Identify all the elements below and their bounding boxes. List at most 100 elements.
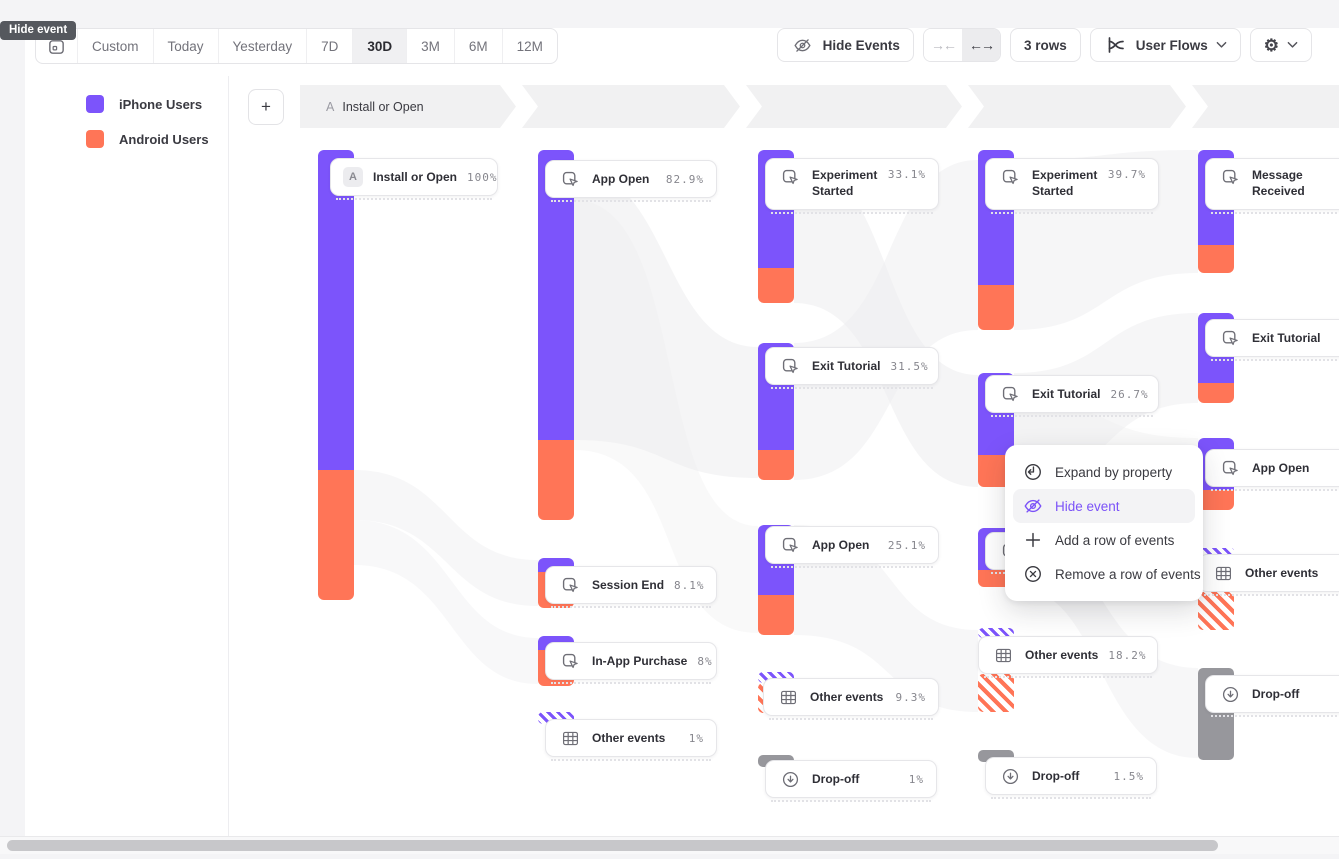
flow-node-percent: 8% [697,654,713,668]
flow-step-band-2[interactable] [522,85,740,128]
rows-button[interactable]: 3 rows [1009,28,1081,62]
expand-icon [1023,462,1043,482]
flow-step-band-3[interactable] [746,85,962,128]
flow-node-card[interactable]: App Open 82.9% [545,160,717,202]
flow-node-label: Drop-off [812,772,860,786]
flow-node-card[interactable]: App Open [1205,449,1339,491]
flow-node-card[interactable]: Experiment Started 39.7% [985,158,1159,214]
flow-node-label: App Open [812,538,870,552]
chevron-down-icon [1216,41,1227,49]
drop-off-icon [1218,685,1242,704]
menu-item-label: Hide event [1055,498,1120,514]
flow-node-card[interactable]: A Install or Open 100% [330,158,498,200]
flow-node-label: Other events [1245,566,1319,580]
flow-node-label: Drop-off [1252,687,1300,701]
flow-node-card[interactable]: Experiment Started 33.1% [765,158,939,214]
flow-node-card[interactable]: Drop-off [1205,675,1339,717]
flow-bar-segment[interactable] [538,440,574,520]
flow-node-card[interactable]: Message Received [1205,158,1339,214]
range-yesterday[interactable]: Yesterday [219,29,308,63]
flow-bar-segment-hatched[interactable] [978,628,1014,638]
flow-node-card[interactable]: Drop-off 1.5% [985,757,1157,799]
flow-node-card[interactable]: Drop-off 1% [765,760,937,802]
flow-node-card[interactable]: Other events 9.3% [763,678,939,720]
flow-node-label: App Open [1252,461,1310,475]
flow-bar-segment-hatched[interactable] [1198,548,1234,554]
settings-dropdown[interactable]: ⚙ [1249,28,1312,62]
breadcrumb-label: Install or Open [342,99,424,114]
toolbar-right: Hide Events →← ←→ 3 rows User Flows ⚙ [776,28,1312,62]
flow-node-card[interactable]: Other events 1% [545,719,717,761]
flow-node-card[interactable]: Session End 8.1% [545,566,717,608]
breadcrumb-badge: A [326,99,335,114]
flow-node-card[interactable]: Other events 18.2% [978,636,1158,678]
expand-columns-button[interactable]: ←→ [961,29,1000,61]
flow-bar-segment[interactable] [978,285,1014,330]
menu-item-expand-by-property[interactable]: Expand by property [1013,455,1195,489]
flow-bar-segment[interactable] [318,150,354,470]
flow-node-percent: 1% [688,731,704,745]
flow-bar-segment-hatched[interactable] [758,672,794,683]
flow-node-label: Drop-off [1032,769,1080,783]
collapse-columns-button[interactable]: →← [923,29,962,61]
event-icon [1218,168,1242,187]
flow-node-label: App Open [592,172,650,186]
range-today[interactable]: Today [154,29,219,63]
menu-item-label: Remove a row of events [1055,566,1201,582]
flow-bar-segment[interactable] [1198,383,1234,403]
flow-node-label: Other events [810,690,884,704]
flow-step-band-1[interactable]: A Install or Open [300,85,516,128]
android-swatch [86,130,104,148]
flow-node-label: Other events [592,731,666,745]
view-selector[interactable]: User Flows [1089,28,1241,62]
node-context-menu: Expand by property Hide event Add a row … [1005,445,1203,601]
flow-node-percent: 33.1% [887,168,926,181]
legend-item-android[interactable]: Android Users [86,130,209,148]
flow-node-card[interactable]: Exit Tutorial [1205,319,1339,361]
flow-step-band-4[interactable] [968,85,1186,128]
menu-item-hide-event[interactable]: Hide event [1013,489,1195,523]
flow-node-card[interactable]: App Open 25.1% [765,526,939,568]
flow-bar-segment[interactable] [758,268,794,303]
flow-bar-segment-hatched[interactable] [978,674,1014,712]
other-events-grid-icon [1211,564,1235,583]
horizontal-scrollbar-thumb[interactable] [7,840,1218,851]
flow-node-percent: 100% [467,170,498,184]
iphone-swatch [86,95,104,113]
flow-node-card[interactable]: Exit Tutorial 26.7% [985,375,1159,417]
gear-icon: ⚙ [1263,35,1279,55]
range-30d[interactable]: 30D [353,29,408,63]
other-events-grid-icon [991,646,1015,665]
range-custom[interactable]: Custom [78,29,154,63]
flow-bar-segment[interactable] [758,450,794,480]
menu-item-remove-row[interactable]: Remove a row of events [1013,557,1201,591]
step-a-badge: A [343,167,363,187]
flow-node-label: Exit Tutorial [1032,387,1101,401]
hide-events-button[interactable]: Hide Events [776,28,914,62]
event-icon [778,536,802,555]
flow-step-band-5[interactable] [1192,85,1339,128]
range-12m[interactable]: 12M [516,38,543,54]
rows-label: 3 rows [1023,37,1067,53]
range-6m[interactable]: 6M [455,29,503,63]
plus-icon: + [261,97,271,116]
flow-node-card[interactable]: In-App Purchase 8% [545,642,717,684]
flow-node-percent: 25.1% [887,538,926,552]
flow-bar-segment[interactable] [1198,245,1234,273]
range-7d[interactable]: 7D [307,29,354,63]
legend-item-iphone[interactable]: iPhone Users [86,95,209,113]
event-icon [778,168,802,187]
flow-node-card[interactable]: Other events [1198,554,1339,596]
calendar-icon[interactable] [36,29,78,63]
menu-item-add-row[interactable]: Add a row of events [1013,523,1195,557]
flow-bar-segment[interactable] [1198,490,1234,510]
flow-bar-segment-hatched[interactable] [1198,592,1234,630]
add-step-button[interactable]: + [248,89,284,125]
flow-bar-segment[interactable] [758,595,794,635]
drop-off-icon [778,770,802,789]
flow-node-card[interactable]: Exit Tutorial 31.5% [765,347,939,389]
flow-node-percent: 1.5% [1113,769,1144,783]
flow-bar-segment[interactable] [538,150,574,440]
range-3m[interactable]: 3M [407,29,455,63]
flow-bar-segment[interactable] [318,470,354,600]
